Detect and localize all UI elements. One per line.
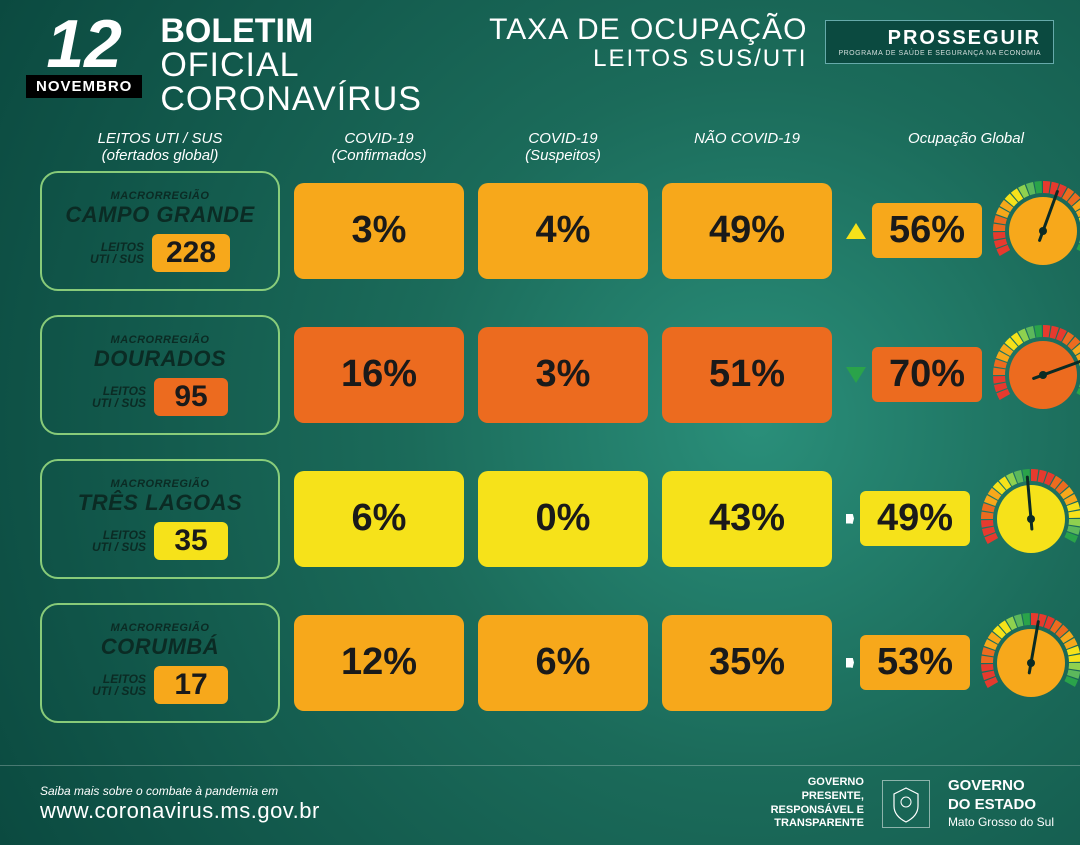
beds-value: 228 [152,234,230,272]
beds-line: LEITOSUTI / SUS 228 [52,234,268,272]
day-number: 12 [26,14,142,75]
suspect-cell: 0% [478,471,648,567]
noncovid-cell: 43% [662,471,832,567]
gauge-icon [988,320,1080,430]
data-rows: MACRORREGIÃO CAMPO GRANDE LEITOSUTI / SU… [0,167,1080,723]
col-header-beds: LEITOS UTI / SUS (ofertados global) [40,130,280,165]
global-value: 49% [860,491,970,546]
prosseguir-logo: PROSSEGUIR PROGRAMA DE SAÚDE E SEGURANÇA… [825,20,1054,64]
region-name: CORUMBÁ [52,634,268,660]
beds-label: LEITOSUTI / SUS [92,385,146,409]
macroregion-label: MACRORREGIÃO [52,478,268,490]
col-header-noncovid: NÃO COVID-19 [662,130,832,165]
footer: Saiba mais sobre o combate à pandemia em… [0,765,1080,845]
beds-label: LEITOSUTI / SUS [92,673,146,697]
beds-value: 95 [154,378,228,416]
macroregion-label: MACRORREGIÃO [52,190,268,202]
region-card: MACRORREGIÃO TRÊS LAGOAS LEITOSUTI / SUS… [40,459,280,579]
logo-text: PROSSEGUIR [888,27,1041,49]
global-value: 56% [872,203,982,258]
beds-line: LEITOSUTI / SUS 95 [52,378,268,416]
macroregion-label: MACRORREGIÃO [52,622,268,634]
region-card: MACRORREGIÃO CORUMBÁ LEITOSUTI / SUS 17 [40,603,280,723]
col-header-confirmed: COVID-19 (Confirmados) [294,130,464,165]
beds-label: LEITOSUTI / SUS [90,241,144,265]
beds-line: LEITOSUTI / SUS 35 [52,522,268,560]
global-cell: 53% [846,608,1080,718]
title-line-3: CORONAVÍRUS [160,82,422,116]
region-card: MACRORREGIÃO CAMPO GRANDE LEITOSUTI / SU… [40,171,280,291]
footer-lead: Saiba mais sobre o combate à pandemia em [40,784,320,798]
header-right: TAXA DE OCUPAÇÃO LEITOS SUS/UTI PROSSEGU… [489,14,1054,71]
suspect-cell: 6% [478,615,648,711]
global-value: 70% [872,347,982,402]
title-block: BOLETIM OFICIAL CORONAVÍRUS [160,14,422,116]
gauge-icon [988,176,1080,286]
confirmed-cell: 3% [294,183,464,279]
gauge-icon [976,464,1080,574]
trend-flat-icon [846,658,854,668]
title-line-1: BOLETIM [160,14,422,48]
col-header-global: Ocupação Global [846,130,1080,165]
global-cell: 56% [846,176,1080,286]
region-name: CAMPO GRANDE [52,202,268,228]
beds-value: 17 [154,666,228,704]
region-row: MACRORREGIÃO CORUMBÁ LEITOSUTI / SUS 17 … [40,603,1040,723]
region-card: MACRORREGIÃO DOURADOS LEITOSUTI / SUS 95 [40,315,280,435]
global-value: 53% [860,635,970,690]
noncovid-cell: 51% [662,327,832,423]
state-crest-icon [882,780,930,828]
trend-flat-icon [846,514,854,524]
col-header-suspect: COVID-19 (Suspeitos) [478,130,648,165]
region-row: MACRORREGIÃO TRÊS LAGOAS LEITOSUTI / SUS… [40,459,1040,579]
confirmed-cell: 16% [294,327,464,423]
gauge-icon [976,608,1080,718]
global-cell: 49% [846,464,1080,574]
suspect-cell: 3% [478,327,648,423]
beds-value: 35 [154,522,228,560]
beds-label: LEITOSUTI / SUS [92,529,146,553]
noncovid-cell: 49% [662,183,832,279]
trend-down-icon [846,367,866,383]
confirmed-cell: 6% [294,471,464,567]
month-label: NOVEMBRO [26,75,142,98]
date-box: 12 NOVEMBRO [26,14,142,98]
macroregion-label: MACRORREGIÃO [52,334,268,346]
region-row: MACRORREGIÃO DOURADOS LEITOSUTI / SUS 95… [40,315,1040,435]
occupancy-title: TAXA DE OCUPAÇÃO LEITOS SUS/UTI [489,14,807,71]
global-cell: 70% [846,320,1080,430]
footer-left: Saiba mais sobre o combate à pandemia em… [40,784,320,824]
occ-line-2: LEITOS SUS/UTI [489,46,807,71]
footer-url: www.coronavirus.ms.gov.br [40,798,320,824]
noncovid-cell: 35% [662,615,832,711]
title-line-2: OFICIAL [160,48,422,82]
trend-up-icon [846,223,866,239]
beds-line: LEITOSUTI / SUS 17 [52,666,268,704]
occ-line-1: TAXA DE OCUPAÇÃO [489,14,807,46]
suspect-cell: 4% [478,183,648,279]
gov-name: GOVERNO DO ESTADO Mato Grosso do Sul [948,777,1054,830]
region-name: TRÊS LAGOAS [52,490,268,516]
footer-right: GOVERNOPRESENTE,RESPONSÁVEL ETRANSPARENT… [771,776,1054,831]
region-name: DOURADOS [52,346,268,372]
region-row: MACRORREGIÃO CAMPO GRANDE LEITOSUTI / SU… [40,171,1040,291]
column-headers: LEITOS UTI / SUS (ofertados global) COVI… [0,124,1080,167]
confirmed-cell: 12% [294,615,464,711]
logo-subtext: PROGRAMA DE SAÚDE E SEGURANÇA NA ECONOMI… [838,50,1041,57]
header: 12 NOVEMBRO BOLETIM OFICIAL CORONAVÍRUS … [0,0,1080,124]
gov-slogan: GOVERNOPRESENTE,RESPONSÁVEL ETRANSPARENT… [771,776,864,831]
